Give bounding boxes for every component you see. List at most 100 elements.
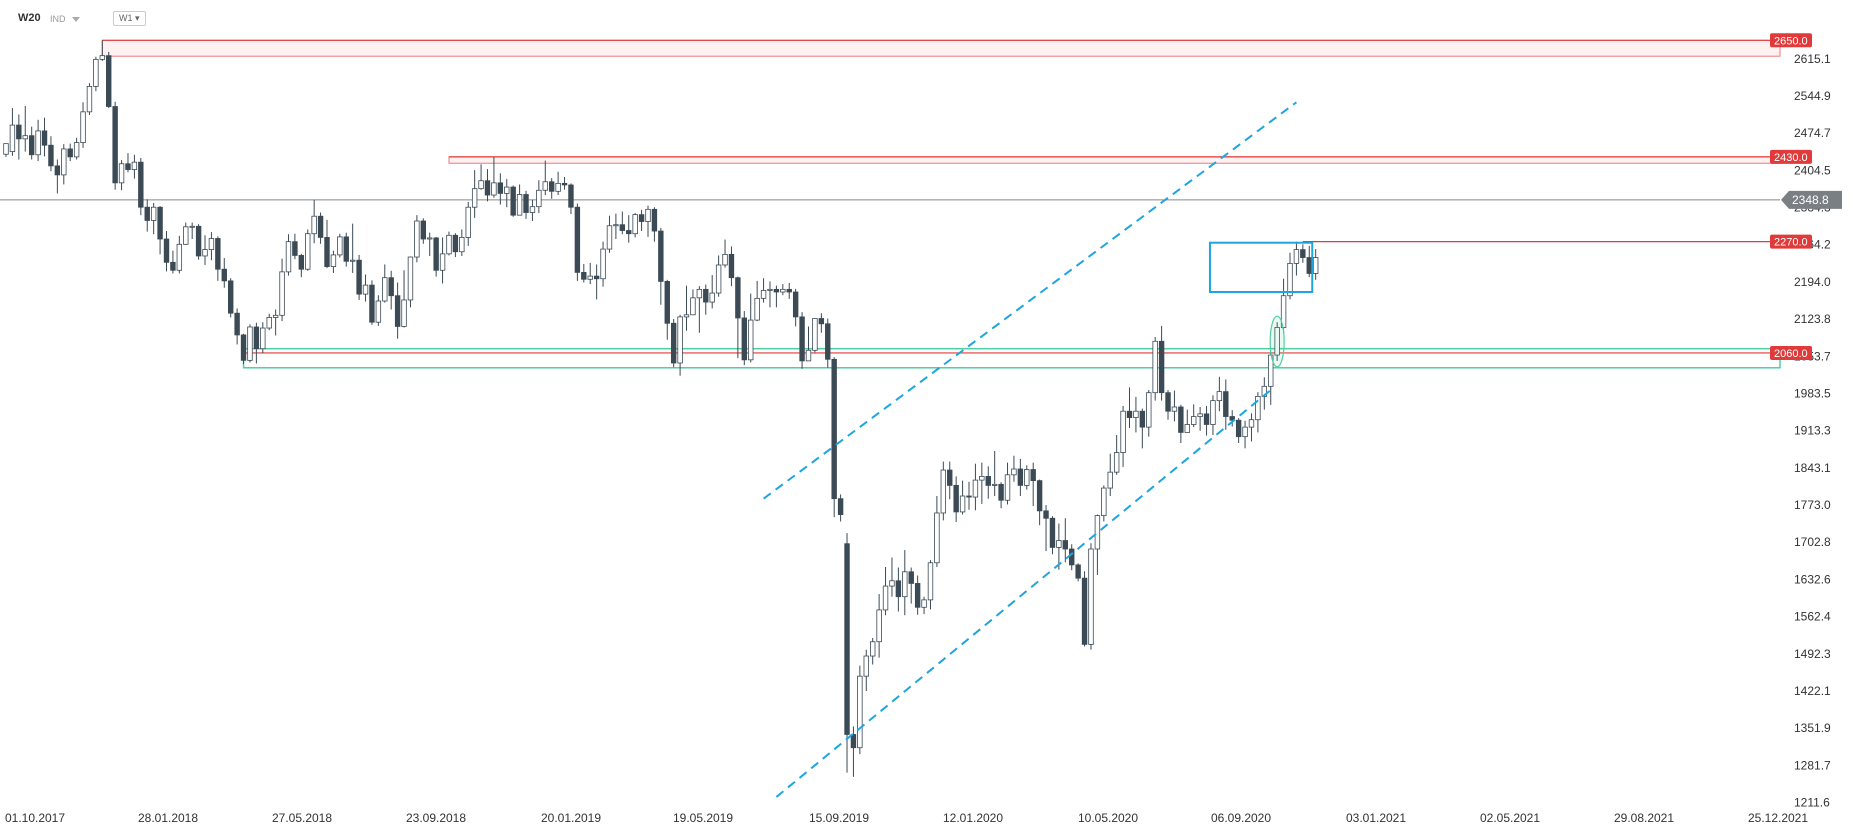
- candle-body: [1049, 517, 1056, 548]
- candle: [93, 56, 99, 92]
- candle: [305, 229, 311, 271]
- candle-body: [1146, 392, 1152, 428]
- candle: [516, 184, 523, 216]
- candle-body: [600, 248, 606, 280]
- candle: [1274, 322, 1280, 361]
- y-tick-label: 1211.6: [1794, 796, 1830, 810]
- candle-body: [638, 214, 645, 222]
- chevron-down-icon[interactable]: [72, 17, 80, 22]
- candle-body: [587, 275, 593, 280]
- candle: [1158, 325, 1165, 401]
- candle: [41, 117, 48, 157]
- x-tick-label: 27.05.2018: [272, 811, 332, 825]
- candle: [1255, 392, 1261, 433]
- instrument-type: IND: [50, 14, 66, 24]
- candle: [1062, 518, 1068, 563]
- candle-body: [67, 148, 73, 158]
- candle: [279, 258, 285, 322]
- candle-body: [510, 186, 516, 216]
- candle: [54, 159, 61, 194]
- candle-body: [741, 317, 747, 361]
- candle-body: [857, 675, 863, 749]
- candle-body: [606, 225, 613, 250]
- candle: [446, 231, 452, 256]
- candle: [934, 496, 940, 568]
- candle: [112, 101, 118, 190]
- candle: [799, 312, 805, 369]
- candle-body: [1229, 416, 1235, 421]
- candle: [767, 281, 773, 308]
- candle-body: [786, 288, 792, 293]
- candle-body: [61, 148, 67, 176]
- candle: [1056, 523, 1062, 570]
- candle-body: [157, 206, 163, 240]
- candle-body: [722, 253, 728, 266]
- candle-body: [1197, 413, 1203, 417]
- candle-body: [914, 583, 921, 608]
- candle: [593, 264, 600, 300]
- candle: [16, 114, 22, 160]
- candle: [985, 466, 991, 499]
- timeframe-selector[interactable]: W1 ▾: [113, 11, 146, 26]
- candle: [921, 596, 927, 615]
- candle-body: [1126, 410, 1133, 418]
- candle-body: [138, 161, 144, 208]
- timeframe-label: W1: [119, 13, 133, 23]
- candle-body: [324, 237, 330, 267]
- candle: [792, 288, 799, 327]
- candle-body: [1203, 413, 1210, 425]
- candle-body: [362, 284, 369, 295]
- candle-body: [48, 144, 54, 167]
- x-tick-label: 10.05.2020: [1078, 811, 1138, 825]
- candle-body: [523, 194, 529, 213]
- candle-body: [1216, 391, 1223, 402]
- candle-body: [1075, 564, 1081, 579]
- candle: [850, 726, 857, 777]
- candle-body: [998, 483, 1004, 501]
- candle-body: [947, 469, 953, 486]
- candle-body: [966, 495, 972, 498]
- candle-body: [760, 290, 767, 299]
- candle: [1081, 571, 1088, 647]
- candle-body: [940, 469, 947, 514]
- candle: [741, 311, 747, 366]
- candle: [1024, 465, 1030, 490]
- candle: [549, 178, 555, 199]
- candle: [189, 222, 195, 240]
- candle-body: [1024, 469, 1030, 486]
- candle: [3, 143, 9, 157]
- candle-body: [921, 599, 927, 608]
- candle: [966, 481, 972, 510]
- candle-body: [16, 124, 22, 140]
- candle-body: [1056, 540, 1062, 548]
- candle: [195, 224, 202, 260]
- candle-body: [876, 609, 882, 643]
- level-badge-bg: [1770, 234, 1812, 249]
- candle: [86, 83, 93, 116]
- candle: [266, 313, 272, 331]
- candle-body: [253, 326, 260, 350]
- candle-body: [593, 275, 600, 280]
- candle-body: [80, 111, 86, 143]
- candle: [491, 157, 497, 198]
- candle-body: [581, 271, 587, 280]
- candle-body: [1242, 426, 1248, 438]
- candle: [272, 309, 279, 336]
- candle-body: [106, 55, 112, 107]
- candle: [953, 476, 959, 522]
- trend-channel-upper: [762, 101, 1298, 500]
- candle-body: [703, 288, 709, 303]
- candle: [619, 211, 626, 235]
- candle: [947, 461, 953, 500]
- candle: [131, 154, 138, 179]
- candle-body: [144, 206, 150, 221]
- candle: [677, 314, 683, 376]
- highlight-ellipse: [1269, 315, 1285, 368]
- candle: [1043, 505, 1049, 552]
- candle: [773, 285, 780, 308]
- candle: [208, 232, 215, 261]
- candle: [1126, 387, 1133, 429]
- candle-body: [696, 288, 703, 299]
- candle-body: [870, 641, 876, 657]
